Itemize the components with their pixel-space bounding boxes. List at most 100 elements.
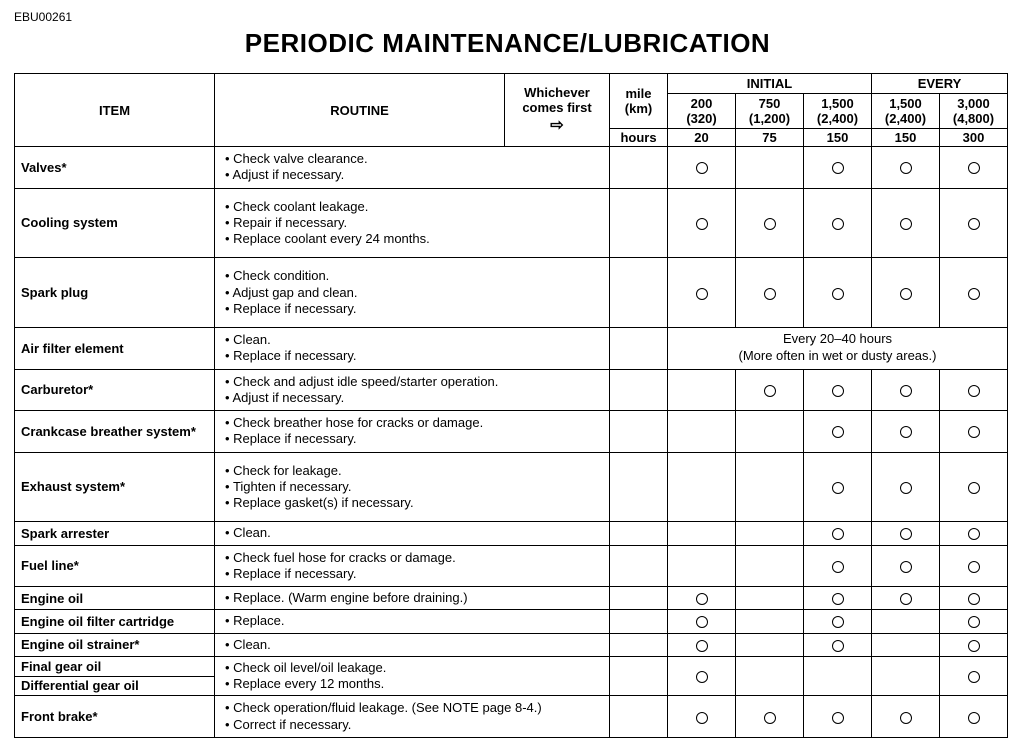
interval-mark: [872, 656, 940, 696]
routine-cell: Check coolant leakage.Repair if necessar…: [215, 188, 610, 258]
routine-list: Check valve clearance.Adjust if necessar…: [221, 151, 603, 184]
interval-mark: [736, 587, 804, 610]
routine-item: Check condition.: [225, 268, 603, 284]
routine-cell: Clean.Replace if necessary.: [215, 328, 610, 370]
routine-list: Replace. (Warm engine before draining.): [221, 590, 603, 606]
hdr-every: EVERY: [872, 74, 1008, 94]
circle-icon: [832, 160, 844, 175]
interval-mark: [668, 545, 736, 587]
item-name: Exhaust system*: [15, 452, 215, 522]
table-row: Spark arresterClean.: [15, 522, 1008, 545]
interval-mark: [736, 147, 804, 189]
interval-mark: [872, 147, 940, 189]
hdr-i1-mile: 200: [674, 96, 729, 111]
unit-spacer: [610, 633, 668, 656]
interval-mark: [872, 411, 940, 453]
circle-icon: [968, 382, 980, 397]
circle-icon: [968, 479, 980, 494]
routine-cell: Clean.: [215, 522, 610, 545]
circle-icon: [900, 382, 912, 397]
interval-mark: [736, 696, 804, 738]
circle-icon: [832, 424, 844, 439]
item-name: Fuel line*: [15, 545, 215, 587]
unit-spacer: [610, 369, 668, 411]
interval-mark: [668, 696, 736, 738]
routine-item: Replace.: [225, 613, 603, 629]
interval-mark: [940, 452, 1008, 522]
circle-icon: [696, 591, 708, 606]
hdr-whichever: Whichever comes first ⇨: [505, 74, 610, 147]
unit-spacer: [610, 411, 668, 453]
routine-item: Check and adjust idle speed/starter oper…: [225, 374, 603, 390]
routine-item: Replace if necessary.: [225, 431, 603, 447]
hdr-i2-mile: 750: [742, 96, 797, 111]
circle-icon: [764, 382, 776, 397]
item-name: Differential gear oil: [15, 676, 215, 696]
routine-item: Replace. (Warm engine before draining.): [225, 590, 603, 606]
interval-mark: [940, 656, 1008, 696]
routine-cell: Clean.: [215, 633, 610, 656]
table-row: Carburetor*Check and adjust idle speed/s…: [15, 369, 1008, 411]
hdr-e2-hrs: 300: [940, 129, 1008, 147]
circle-icon: [696, 669, 708, 684]
item-name: Crankcase breather system*: [15, 411, 215, 453]
circle-icon: [900, 215, 912, 230]
doc-id: EBU00261: [14, 10, 1001, 24]
hdr-e2-km: (4,800): [946, 111, 1001, 126]
hdr-i1-km: (320): [674, 111, 729, 126]
hdr-e2-mile: 3,000: [946, 96, 1001, 111]
routine-cell: Check oil level/oil leakage.Replace ever…: [215, 656, 610, 696]
circle-icon: [832, 285, 844, 300]
table-row: Cooling systemCheck coolant leakage.Repa…: [15, 188, 1008, 258]
routine-item: Tighten if necessary.: [225, 479, 603, 495]
routine-cell: Replace. (Warm engine before draining.): [215, 587, 610, 610]
circle-icon: [696, 614, 708, 629]
hdr-e1-km: (2,400): [878, 111, 933, 126]
page-title: PERIODIC MAINTENANCE/LUBRICATION: [14, 28, 1001, 59]
hdr-e1-mile: 1,500: [878, 96, 933, 111]
routine-item: Check fuel hose for cracks or damage.: [225, 550, 603, 566]
table-row: Exhaust system*Check for leakage.Tighten…: [15, 452, 1008, 522]
routine-list: Check condition.Adjust gap and clean.Rep…: [221, 268, 603, 317]
interval-mark: [872, 258, 940, 328]
air-filter-note-l2: (More often in wet or dusty areas.): [674, 348, 1001, 365]
unit-spacer: [610, 587, 668, 610]
interval-mark: [668, 656, 736, 696]
circle-icon: [900, 479, 912, 494]
circle-icon: [696, 637, 708, 652]
table-row: Front brake*Check operation/fluid leakag…: [15, 696, 1008, 738]
interval-mark: [736, 188, 804, 258]
circle-icon: [832, 637, 844, 652]
interval-mark: [804, 522, 872, 545]
interval-mark: [872, 369, 940, 411]
interval-mark: [668, 610, 736, 633]
unit-spacer: [610, 328, 668, 370]
interval-mark: [940, 411, 1008, 453]
interval-mark: [940, 147, 1008, 189]
hdr-e1-hrs: 150: [872, 129, 940, 147]
interval-mark: [940, 522, 1008, 545]
circle-icon: [900, 160, 912, 175]
interval-mark: [736, 656, 804, 696]
circle-icon: [968, 709, 980, 724]
routine-item: Repair if necessary.: [225, 215, 603, 231]
hdr-e1: 1,500(2,400): [872, 94, 940, 129]
routine-cell: Check fuel hose for cracks or damage.Rep…: [215, 545, 610, 587]
interval-mark: [804, 656, 872, 696]
routine-cell: Check and adjust idle speed/starter oper…: [215, 369, 610, 411]
hdr-i3-km: (2,400): [810, 111, 865, 126]
routine-item: Clean.: [225, 525, 603, 541]
hdr-i1-hrs: 20: [668, 129, 736, 147]
routine-cell: Check valve clearance.Adjust if necessar…: [215, 147, 610, 189]
unit-spacer: [610, 656, 668, 696]
interval-mark: [804, 188, 872, 258]
air-filter-note: Every 20–40 hours(More often in wet or d…: [668, 328, 1008, 370]
interval-mark: [668, 147, 736, 189]
interval-mark: [940, 188, 1008, 258]
circle-icon: [900, 424, 912, 439]
item-name: Air filter element: [15, 328, 215, 370]
interval-mark: [804, 369, 872, 411]
interval-mark: [668, 452, 736, 522]
routine-item: Replace if necessary.: [225, 301, 603, 317]
hdr-initial: INITIAL: [668, 74, 872, 94]
